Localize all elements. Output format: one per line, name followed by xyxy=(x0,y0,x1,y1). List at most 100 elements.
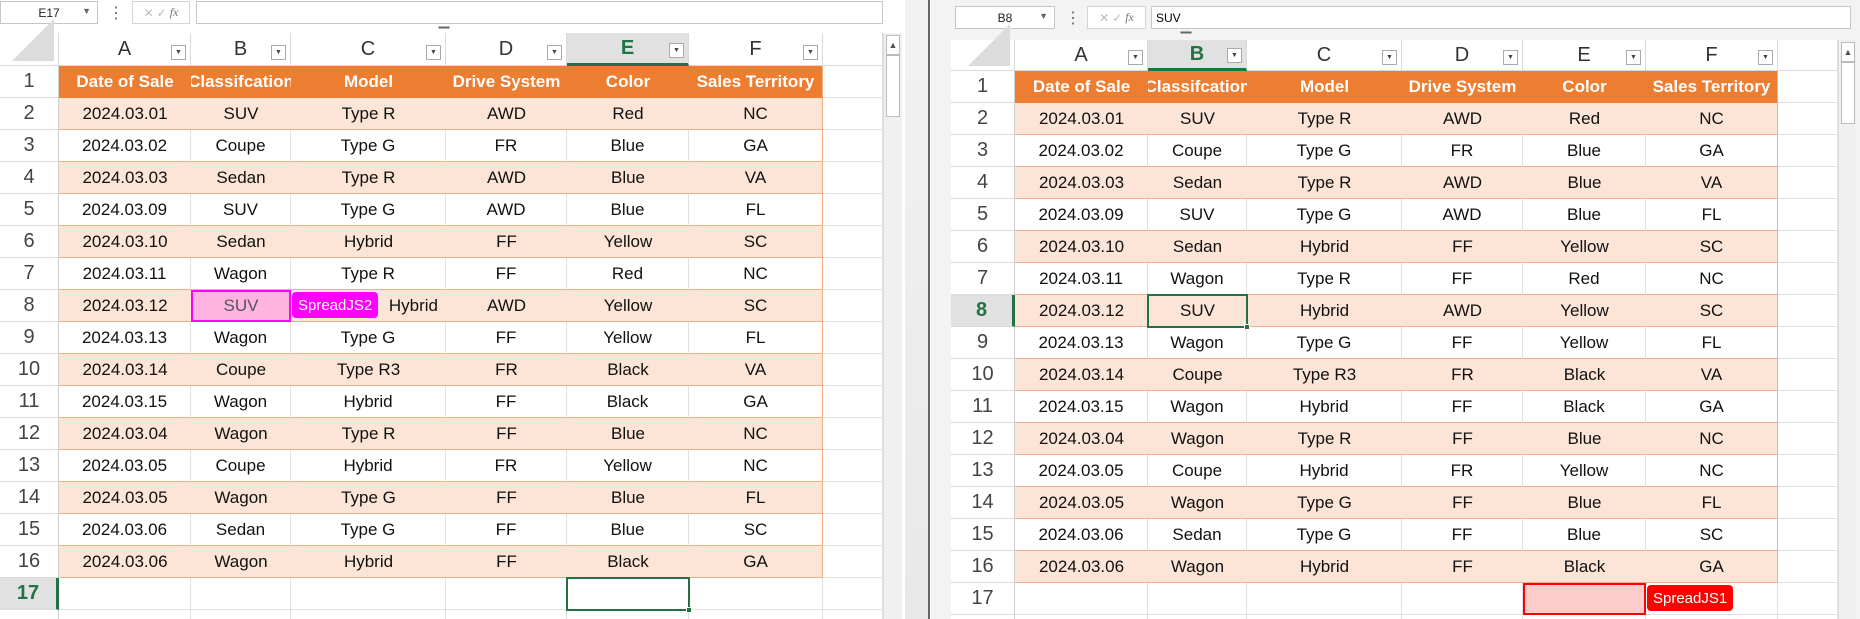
cell-G3[interactable] xyxy=(823,130,883,162)
cell-F14[interactable]: FL xyxy=(1646,487,1778,519)
cancel-icon[interactable]: ✕ xyxy=(143,5,154,20)
row-header-8[interactable]: 8 xyxy=(0,290,59,322)
cell-B2[interactable]: SUV xyxy=(191,98,291,130)
cell-A2[interactable]: 2024.03.01 xyxy=(59,98,191,130)
row-header-9[interactable]: 9 xyxy=(0,322,59,354)
fx-icon[interactable]: fx xyxy=(169,5,179,19)
cell-C10[interactable]: Type R3 xyxy=(291,354,446,386)
cell-A12[interactable]: 2024.03.04 xyxy=(59,418,191,450)
cell-B3[interactable]: Coupe xyxy=(191,130,291,162)
cell-F2[interactable]: NC xyxy=(1646,103,1778,135)
cell-C18[interactable] xyxy=(1247,615,1402,619)
select-all-corner[interactable] xyxy=(0,19,59,66)
cell-A16[interactable]: 2024.03.06 xyxy=(1015,551,1148,583)
filter-dropdown-icon[interactable]: ▼ xyxy=(1128,50,1143,65)
header-cell-A[interactable]: Date of Sale xyxy=(59,66,191,98)
scrollbar-thumb[interactable] xyxy=(1841,62,1855,124)
cell-F5[interactable]: FL xyxy=(689,194,823,226)
filter-dropdown-icon[interactable]: ▼ xyxy=(171,45,186,60)
cell-D9[interactable]: FF xyxy=(1402,327,1523,359)
cell-F12[interactable]: NC xyxy=(689,418,823,450)
cell-D9[interactable]: FF xyxy=(446,322,567,354)
cell-F13[interactable]: NC xyxy=(1646,455,1778,487)
row-header-15[interactable]: 15 xyxy=(951,519,1015,551)
cell-B7[interactable]: Wagon xyxy=(1148,263,1247,295)
cell-F18[interactable] xyxy=(689,610,823,619)
cell-G11[interactable] xyxy=(1778,391,1838,423)
cell-G14[interactable] xyxy=(1778,487,1838,519)
cell-B4[interactable]: Sedan xyxy=(191,162,291,194)
cell-G2[interactable] xyxy=(1778,103,1838,135)
header-cell-A[interactable]: Date of Sale xyxy=(1015,71,1148,103)
filter-dropdown-icon[interactable]: ▼ xyxy=(1503,50,1518,65)
cell-F4[interactable]: VA xyxy=(1646,167,1778,199)
cell-F9[interactable]: FL xyxy=(1646,327,1778,359)
header-cell-E[interactable]: Color xyxy=(567,66,689,98)
cell-A18[interactable] xyxy=(59,610,191,619)
cell-F8[interactable]: SC xyxy=(689,290,823,322)
cell-E10[interactable]: Black xyxy=(567,354,689,386)
cell-F17[interactable] xyxy=(689,578,823,610)
cell-B6[interactable]: Sedan xyxy=(1148,231,1247,263)
cell-F10[interactable]: VA xyxy=(689,354,823,386)
cell-D6[interactable]: FF xyxy=(1402,231,1523,263)
cell-E7[interactable]: Red xyxy=(567,258,689,290)
cell-C7[interactable]: Type R xyxy=(291,258,446,290)
cell-A10[interactable]: 2024.03.14 xyxy=(59,354,191,386)
cell-A3[interactable]: 2024.03.02 xyxy=(1015,135,1148,167)
cell-E3[interactable]: Blue xyxy=(1523,135,1646,167)
cell-A14[interactable]: 2024.03.05 xyxy=(59,482,191,514)
cell-D6[interactable]: FF xyxy=(446,226,567,258)
cell-D16[interactable]: FF xyxy=(1402,551,1523,583)
cell-D3[interactable]: FR xyxy=(1402,135,1523,167)
cell-F15[interactable]: SC xyxy=(1646,519,1778,551)
cell-D7[interactable]: FF xyxy=(446,258,567,290)
row-header-3[interactable]: 3 xyxy=(0,130,59,162)
cell-B12[interactable]: Wagon xyxy=(1148,423,1247,455)
cell-C9[interactable]: Type G xyxy=(1247,327,1402,359)
cell-B3[interactable]: Coupe xyxy=(1148,135,1247,167)
cell-B11[interactable]: Wagon xyxy=(191,386,291,418)
cell-G15[interactable] xyxy=(1778,519,1838,551)
cell-B6[interactable]: Sedan xyxy=(191,226,291,258)
chevron-down-icon[interactable]: ▼ xyxy=(1039,11,1048,21)
remote-selection-cell-E17[interactable] xyxy=(1523,583,1646,615)
cell-F7[interactable]: NC xyxy=(689,258,823,290)
cell-E15[interactable]: Blue xyxy=(567,514,689,546)
cell-A6[interactable]: 2024.03.10 xyxy=(59,226,191,258)
cell-C15[interactable]: Type G xyxy=(291,514,446,546)
cell-B16[interactable]: Wagon xyxy=(1148,551,1247,583)
row-header-7[interactable]: 7 xyxy=(0,258,59,290)
fill-handle[interactable] xyxy=(686,607,692,613)
cell-G8[interactable] xyxy=(823,290,883,322)
cell-A15[interactable]: 2024.03.06 xyxy=(59,514,191,546)
row-header-16[interactable]: 16 xyxy=(951,551,1015,583)
cell-A14[interactable]: 2024.03.05 xyxy=(1015,487,1148,519)
chevron-down-icon[interactable]: ▼ xyxy=(82,6,91,16)
cell-C18[interactable] xyxy=(291,610,446,619)
cell-G13[interactable] xyxy=(1778,455,1838,487)
row-header-15[interactable]: 15 xyxy=(0,514,59,546)
cell-F2[interactable]: NC xyxy=(689,98,823,130)
cell-B10[interactable]: Coupe xyxy=(191,354,291,386)
row-header-13[interactable]: 13 xyxy=(951,455,1015,487)
cell-G4[interactable] xyxy=(823,162,883,194)
header-cell-F[interactable]: Sales Territory xyxy=(1646,71,1778,103)
cell-E18[interactable] xyxy=(567,610,689,619)
column-header-F[interactable]: F ▼ xyxy=(1646,40,1778,71)
row-header-4[interactable]: 4 xyxy=(951,167,1015,199)
cell-G6[interactable] xyxy=(823,226,883,258)
cell-F15[interactable]: SC xyxy=(689,514,823,546)
cell-G1[interactable] xyxy=(1778,71,1838,103)
cell-F3[interactable]: GA xyxy=(1646,135,1778,167)
row-header-18[interactable] xyxy=(951,615,1015,619)
cell-F16[interactable]: GA xyxy=(689,546,823,578)
cell-G15[interactable] xyxy=(823,514,883,546)
cell-B9[interactable]: Wagon xyxy=(1148,327,1247,359)
cell-D15[interactable]: FF xyxy=(1402,519,1523,551)
cell-A8[interactable]: 2024.03.12 xyxy=(59,290,191,322)
check-icon[interactable]: ✓ xyxy=(1112,10,1123,25)
row-header-5[interactable]: 5 xyxy=(0,194,59,226)
cell-E2[interactable]: Red xyxy=(567,98,689,130)
cell-D12[interactable]: FF xyxy=(446,418,567,450)
